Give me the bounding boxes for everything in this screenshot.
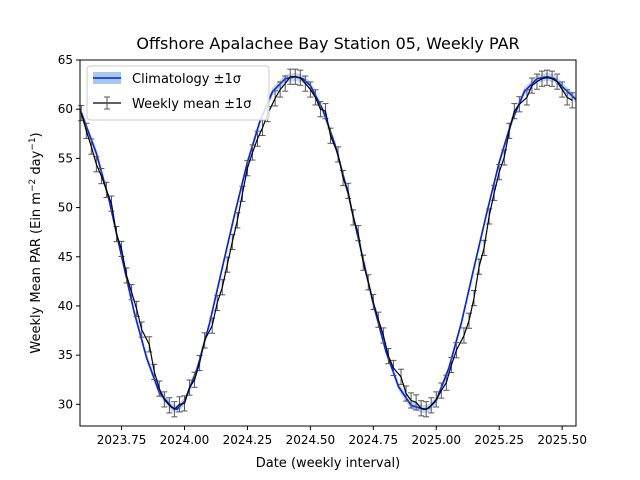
x-tick-label: 2024.25	[223, 433, 273, 447]
chart-title: Offshore Apalachee Bay Station 05, Weekl…	[136, 34, 519, 53]
axes-frame	[79, 59, 577, 427]
x-tick-label: 2025.50	[537, 433, 587, 447]
x-tick-label: 2025.25	[474, 433, 524, 447]
legend-box	[86, 65, 270, 121]
weekly-mean-line-layer	[80, 76, 573, 411]
legend-label-climatology: Climatology ±1σ	[132, 72, 241, 87]
y-tick-label: 30	[58, 397, 73, 411]
y-tick-label: 50	[58, 201, 73, 215]
x-tick-label: 2023.75	[97, 433, 147, 447]
y-axis-ticks: 30 35 40 45 50 55 60 65	[58, 53, 80, 411]
y-tick-label: 65	[58, 53, 73, 67]
y-tick-label: 60	[58, 102, 73, 116]
y-axis-label-exp2: −1	[28, 137, 38, 150]
y-axis-label-end: )	[29, 132, 44, 137]
y-axis-label-main: Weekly Mean PAR (Ein m	[29, 192, 44, 354]
x-axis-label: Date (weekly interval)	[256, 456, 401, 471]
y-tick-label: 40	[58, 299, 73, 313]
y-tick-label: 55	[58, 151, 73, 165]
x-tick-label: 2024.50	[286, 433, 336, 447]
x-tick-label: 2025.00	[411, 433, 461, 447]
weekly-mean-line	[80, 76, 573, 411]
legend: Climatology ±1σ Weekly mean ±1σ	[86, 65, 270, 121]
y-tick-label: 45	[58, 250, 73, 264]
y-tick-label: 35	[58, 348, 73, 362]
y-axis-label-exp1: −2	[28, 179, 38, 192]
y-axis-label-mid: day	[29, 150, 44, 178]
y-axis-label: Weekly Mean PAR (Ein m−2 day−1)	[28, 132, 44, 353]
x-axis-ticks: 2023.75 2024.00 2024.25 2024.50 2024.75 2025.…	[97, 426, 587, 447]
errorbar-point	[569, 92, 576, 109]
plot-area	[78, 68, 577, 418]
x-tick-label: 2024.00	[160, 433, 210, 447]
legend-label-weekly-mean: Weekly mean ±1σ	[132, 97, 251, 112]
x-tick-label: 2024.75	[349, 433, 399, 447]
